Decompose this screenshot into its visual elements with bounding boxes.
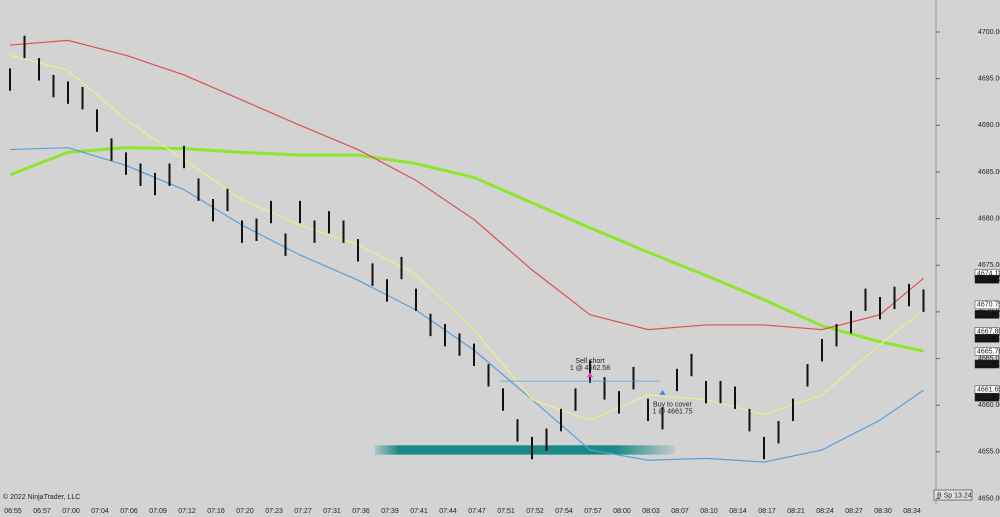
indicator-line <box>9 146 924 353</box>
x-tick-label: 07:09 <box>149 508 167 515</box>
y-tick-label: 4680.00 <box>978 215 1000 222</box>
x-tick-label: 07:51 <box>497 508 515 515</box>
price-marker-label: 4667.17 <box>977 335 1000 342</box>
copyright: © 2022 NinjaTrader, LLC <box>3 493 80 501</box>
x-tick-label: 07:00 <box>62 508 80 515</box>
x-tick-label: 08:00 <box>613 508 631 515</box>
trade-marker <box>659 389 666 395</box>
x-tick-label: 07:47 <box>468 508 486 515</box>
x-tick-label: 07:41 <box>410 508 428 515</box>
price-marker-label: 4673.50 <box>977 276 1000 283</box>
price-marker-label: 4661.65 <box>977 387 1000 394</box>
x-tick-label: 07:57 <box>584 508 602 515</box>
status-box <box>933 489 973 501</box>
x-tick-label: 07:23 <box>265 508 283 515</box>
x-tick-label: 06:57 <box>33 508 51 515</box>
x-tick-label: 07:20 <box>236 508 254 515</box>
x-tick-label: 08:17 <box>758 508 776 515</box>
price-marker-label: 4660.86 <box>977 394 1000 401</box>
y-tick-label: 4690.00 <box>978 122 1000 129</box>
x-tick-label: 07:31 <box>323 508 341 515</box>
x-tick-label: 07:39 <box>381 508 399 515</box>
x-tick-label: 06:55 <box>4 508 22 515</box>
price-marker-label: 4670.75 <box>977 302 1000 309</box>
price-marker-label: 4665.76 <box>977 348 1000 355</box>
x-tick-label: 08:21 <box>787 508 805 515</box>
x-tick-label: 07:36 <box>352 508 370 515</box>
x-tick-label: 08:07 <box>671 508 689 515</box>
x-tick-label: 08:10 <box>700 508 718 515</box>
x-tick-label: 07:04 <box>91 508 109 515</box>
price-marker-label: 4669.73 <box>977 311 1000 318</box>
x-tick-label: 07:44 <box>439 508 457 515</box>
price-marker <box>974 300 1000 310</box>
x-tick-label: 08:34 <box>903 508 921 515</box>
y-tick-label: 4650.00 <box>978 495 1000 502</box>
trade-label: Sell short <box>575 358 604 365</box>
x-tick-label: 07:52 <box>526 508 544 515</box>
x-tick-label: 07:54 <box>555 508 573 515</box>
zone <box>375 445 675 455</box>
trade-label: Buy to cover <box>653 402 693 409</box>
indicator-line <box>9 39 924 331</box>
price-marker-label: 4667.89 <box>977 328 1000 335</box>
price-marker <box>974 310 1000 319</box>
x-tick-label: 07:12 <box>178 508 196 515</box>
price-marker <box>974 392 1000 402</box>
indicator-line <box>9 54 924 421</box>
y-tick-label: 4700.00 <box>978 29 1000 36</box>
trade-detail: 1 @ 4661.75 <box>652 409 692 416</box>
trade-detail: 1 @ 4662.58 <box>570 365 610 372</box>
x-tick-label: 08:30 <box>874 508 892 515</box>
price-marker-label: 4664.41 <box>977 361 1000 368</box>
price-marker <box>974 359 1000 369</box>
y-tick-label: 4655.00 <box>978 449 1000 456</box>
price-marker <box>974 347 1000 356</box>
y-tick-label: 4660.00 <box>978 402 1000 409</box>
x-tick-label: 07:06 <box>120 508 138 515</box>
x-tick-label: 08:03 <box>642 508 660 515</box>
price-marker <box>974 334 1000 343</box>
y-tick-label: 4665.00 <box>978 355 1000 362</box>
x-tick-label: 08:14 <box>729 508 747 515</box>
x-tick-label: 08:27 <box>845 508 863 515</box>
price-marker <box>974 274 1000 284</box>
x-tick-label: 07:16 <box>207 508 225 515</box>
price-marker-label: 4674.12 <box>977 270 1000 277</box>
y-tick-label: 4695.00 <box>978 75 1000 82</box>
x-tick-label: 08:24 <box>816 508 834 515</box>
status-text: B Sp 13.24 <box>937 492 972 499</box>
y-tick-label: 4675.00 <box>978 262 1000 269</box>
y-tick-label: 4685.00 <box>978 169 1000 176</box>
trade-marker <box>587 372 593 378</box>
x-tick-label: 07:27 <box>294 508 312 515</box>
